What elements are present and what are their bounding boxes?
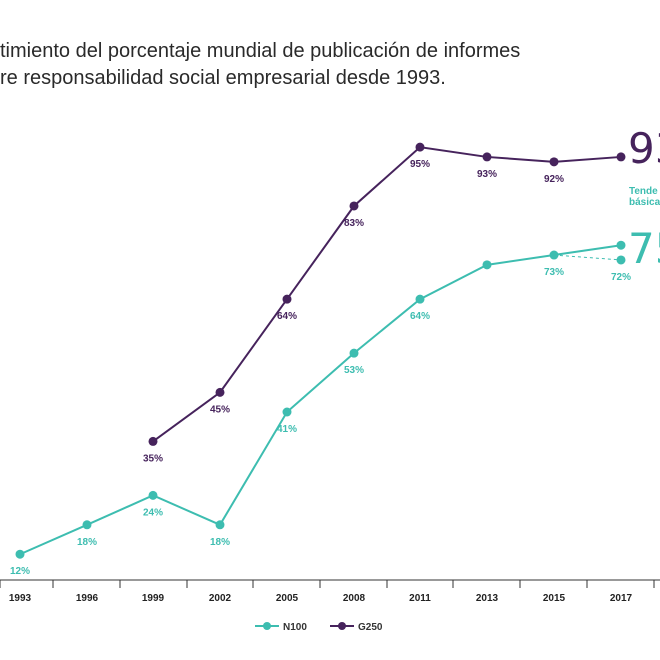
x-tick-label-1993: 1993 xyxy=(9,593,32,604)
data-point-g250-2008 xyxy=(349,201,359,211)
series-line-n100 xyxy=(19,244,622,556)
data-point-g250-2013 xyxy=(482,152,492,162)
data-label-g250-2011: 95% xyxy=(410,159,430,170)
legend-marker-n100 xyxy=(263,622,271,630)
data-point-n100-1996 xyxy=(82,520,92,530)
trend-note-line-2: básica xyxy=(629,197,660,208)
data-label-n100-1993: 12% xyxy=(10,566,30,577)
data-label-n100-2011: 64% xyxy=(410,311,430,322)
x-tick-label-2005: 2005 xyxy=(276,593,299,604)
data-point-n100-2017 xyxy=(616,240,626,250)
data-point-g250-2015 xyxy=(549,157,559,167)
data-point-n100-2017-actual xyxy=(616,255,626,265)
data-label-g250-2013: 93% xyxy=(477,169,497,180)
x-tick-label-1999: 1999 xyxy=(142,593,165,604)
series-line-g250 xyxy=(152,146,622,443)
chart-title-line-2: re responsabilidad social empresarial de… xyxy=(0,67,446,89)
data-point-g250-2002 xyxy=(215,387,225,397)
data-point-n100-2002 xyxy=(215,520,225,530)
data-label-n100-1996: 18% xyxy=(77,537,97,548)
data-point-n100-2008 xyxy=(349,348,359,358)
end-value-g250: 93 xyxy=(628,124,660,173)
data-label-g250-1999: 35% xyxy=(143,453,163,464)
data-point-g250-2017 xyxy=(616,152,626,162)
legend-marker-g250 xyxy=(338,622,346,630)
x-tick-label-1996: 1996 xyxy=(76,593,99,604)
data-point-n100-2013 xyxy=(482,260,492,270)
data-label-n100-1999: 24% xyxy=(143,507,163,518)
data-label-g250-2008: 83% xyxy=(344,218,364,229)
data-label-n100-2015: 73% xyxy=(544,267,564,278)
legend-label-g250: G250 xyxy=(358,622,383,633)
x-tick-label-2017: 2017 xyxy=(610,593,633,604)
data-point-g250-2005 xyxy=(282,294,292,304)
data-label-g250-2002: 45% xyxy=(210,404,230,415)
x-tick-label-2008: 2008 xyxy=(343,593,366,604)
chart-title-line-1: timiento del porcentaje mundial de publi… xyxy=(0,40,521,62)
data-point-n100-2011 xyxy=(415,294,425,304)
data-label-g250-2005: 64% xyxy=(277,311,297,322)
legend-label-n100: N100 xyxy=(283,622,307,633)
data-point-g250-2011 xyxy=(415,142,425,152)
end-value-n100: 75 xyxy=(628,224,660,273)
x-tick-label-2011: 2011 xyxy=(409,593,431,604)
data-label-n100-2017: 72% xyxy=(611,272,631,283)
data-point-n100-2015 xyxy=(549,250,559,260)
data-point-g250-1999 xyxy=(148,436,158,446)
trend-note-line-1: Tende xyxy=(629,186,658,197)
chart-title: timiento del porcentaje mundial de publi… xyxy=(0,38,660,92)
x-tick-label-2015: 2015 xyxy=(543,593,566,604)
data-label-g250-2015: 92% xyxy=(544,174,564,185)
data-point-n100-1993 xyxy=(15,549,25,559)
x-tick-label-2002: 2002 xyxy=(209,593,232,604)
data-label-n100-2002: 18% xyxy=(210,537,230,548)
data-point-n100-1999 xyxy=(148,490,158,500)
data-point-n100-2005 xyxy=(282,407,292,417)
data-label-n100-2008: 53% xyxy=(344,365,364,376)
series-dashed-segment-n100 xyxy=(553,254,622,261)
x-tick-label-2013: 2013 xyxy=(476,593,499,604)
data-label-n100-2005: 41% xyxy=(277,424,297,435)
